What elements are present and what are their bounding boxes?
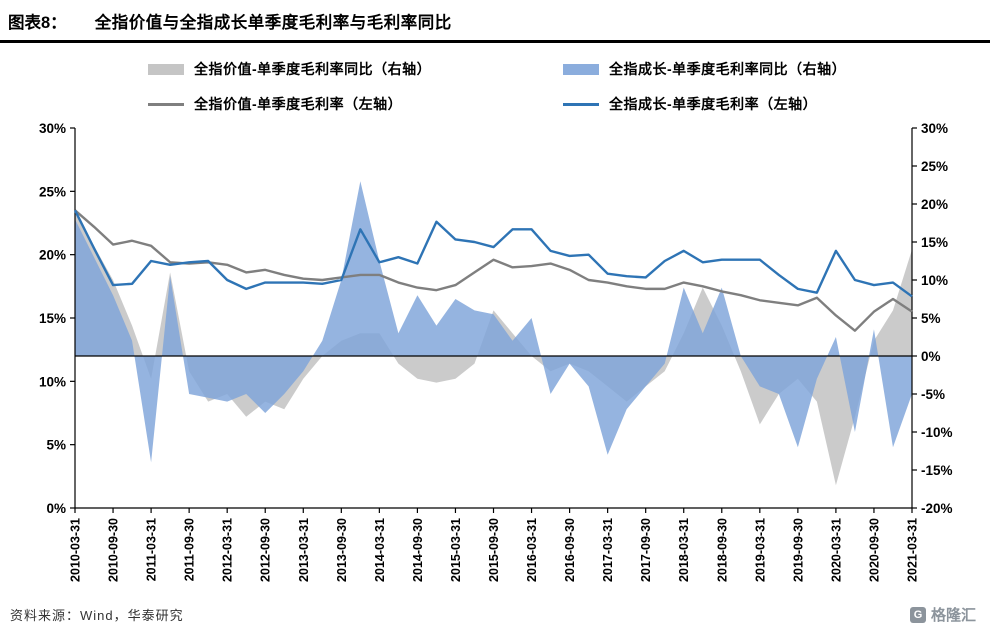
legend-label-growth-yoy: 全指成长-单季度毛利率同比（右轴）: [609, 61, 847, 77]
source-note: 资料来源：Wind，华泰研究: [10, 608, 184, 623]
x-axis-tick-label: 2012-03-31: [221, 518, 235, 582]
x-axis-tick-label: 2018-03-31: [677, 518, 691, 582]
legend-label-value-gm: 全指价值-单季度毛利率（左轴）: [194, 96, 403, 112]
left-axis-tick-label: 30%: [39, 121, 66, 136]
x-axis-tick-label: 2015-09-30: [487, 518, 501, 582]
x-axis-tick-label: 2011-03-31: [145, 518, 159, 581]
x-axis-tick-label: 2013-09-30: [335, 518, 349, 582]
legend-item-value-gm: 全指价值-单季度毛利率（左轴）: [148, 94, 563, 114]
legend-item-growth-gm: 全指成长-单季度毛利率（左轴）: [563, 94, 968, 114]
right-axis-tick-label: 15%: [921, 235, 948, 250]
x-axis-tick-label: 2010-03-31: [69, 518, 83, 582]
right-axis-tick-label: -10%: [921, 425, 953, 440]
right-axis-tick-label: 10%: [921, 273, 948, 288]
line-series-0: [74, 209, 913, 332]
left-axis-tick-label: 25%: [39, 184, 66, 199]
left-axis-tick-label: 0%: [46, 501, 66, 516]
x-axis-tick-label: 2015-03-31: [449, 518, 463, 582]
gelonghui-logo: G 格隆汇: [909, 604, 976, 625]
right-axis-tick-label: -15%: [921, 463, 953, 478]
x-axis-tick-label: 2019-09-30: [791, 518, 805, 582]
legend-label-value-yoy: 全指价值-单季度毛利率同比（右轴）: [194, 61, 432, 77]
x-axis-tick-label: 2019-03-31: [753, 518, 767, 582]
x-axis-tick-label: 2020-09-30: [867, 518, 881, 582]
chart-area: 30% 25% 20% 15% 10% 5% 0% 30% 25% 20% 15% 10% 5% 0% -5…: [0, 116, 990, 596]
gelonghui-logo-icon: G: [909, 606, 926, 623]
area-series-1: [75, 181, 912, 463]
x-axis-tick-label: 2010-09-30: [107, 518, 121, 582]
right-axis-tick-label: -5%: [921, 387, 945, 402]
right-axis-tick-label: 20%: [921, 197, 948, 212]
chart-legend: 全指价值-单季度毛利率同比（右轴） 全指成长-单季度毛利率同比（右轴） 全指价值…: [148, 59, 968, 114]
x-axis-tick-label: 2016-03-31: [525, 518, 539, 582]
legend-swatch-value-yoy-icon: [148, 63, 184, 75]
legend-swatch-growth-gm-icon: [563, 102, 599, 106]
x-axis-tick-label: 2012-09-30: [259, 518, 273, 582]
legend-swatch-growth-yoy-icon: [563, 63, 599, 75]
right-axis-tick-label: 25%: [921, 159, 948, 174]
right-axis-tick-label: 5%: [921, 311, 941, 326]
line-series-1: [73, 209, 913, 298]
x-axis-tick-label: 2017-09-30: [639, 518, 653, 582]
left-axis-tick-label: 20%: [39, 248, 66, 263]
x-axis-tick-label: 2016-09-30: [563, 518, 577, 582]
chart-header: 图表8： 全指价值与全指成长单季度毛利率与毛利率同比: [0, 0, 990, 43]
legend-label-growth-gm: 全指成长-单季度毛利率（左轴）: [609, 96, 818, 112]
x-axis-tick-label: 2014-03-31: [373, 518, 387, 582]
left-axis-tick-label: 5%: [46, 438, 66, 453]
x-axis-tick-label: 2018-09-30: [715, 518, 729, 582]
x-axis-tick-label: 2021-03-31: [906, 518, 920, 582]
legend-item-value-yoy: 全指价值-单季度毛利率同比（右轴）: [148, 59, 563, 79]
x-axis-tick-label: 2014-09-30: [411, 518, 425, 582]
legend-item-growth-yoy: 全指成长-单季度毛利率同比（右轴）: [563, 59, 968, 79]
x-axis-tick-label: 2020-03-31: [829, 518, 843, 582]
x-axis-tick-label: 2017-03-31: [601, 518, 615, 582]
gelonghui-logo-text: 格隆汇: [930, 607, 976, 624]
right-axis-tick-label: 0%: [921, 349, 941, 364]
x-axis-tick-label: 2013-03-31: [297, 518, 311, 582]
chart-footer: 资料来源：Wind，华泰研究 G 格隆汇: [0, 604, 990, 635]
right-axis-tick-label: 30%: [921, 121, 948, 136]
chart-tag: 图表8：: [8, 14, 67, 32]
legend-swatch-value-gm-icon: [148, 102, 184, 106]
left-axis-tick-label: 10%: [39, 374, 66, 389]
chart-svg: 30% 25% 20% 15% 10% 5% 0% 30% 25% 20% 15% 10% 5% 0% -5…: [39, 121, 953, 582]
page-title: 全指价值与全指成长单季度毛利率与毛利率同比: [94, 14, 452, 32]
right-axis-tick-label: -20%: [921, 501, 953, 516]
x-axis-tick-label: 2011-09-30: [183, 518, 197, 581]
left-axis-tick-label: 15%: [39, 311, 66, 326]
